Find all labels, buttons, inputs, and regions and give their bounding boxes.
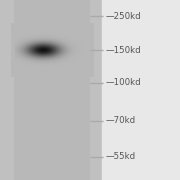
Text: —55kd: —55kd [105,152,135,161]
Text: —150kd: —150kd [105,46,141,55]
Bar [0,0,101,180]
Text: —100kd: —100kd [105,78,141,87]
Bar [14,0,90,180]
Text: —250kd: —250kd [105,12,141,21]
Text: —70kd: —70kd [105,116,135,125]
